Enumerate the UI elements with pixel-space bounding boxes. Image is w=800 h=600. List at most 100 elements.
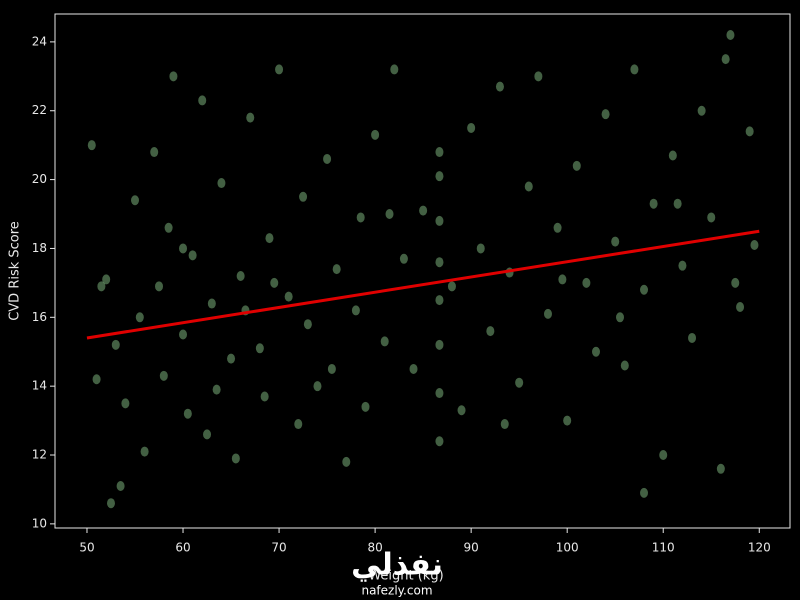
point (447, 281, 456, 292)
y-tick-label: 22 (32, 103, 47, 117)
x-tick-label: 120 (748, 541, 771, 555)
point (476, 243, 485, 254)
point (601, 109, 610, 120)
point (131, 195, 140, 206)
point (467, 122, 476, 133)
point (500, 419, 509, 430)
point (678, 260, 687, 271)
point (179, 329, 188, 340)
point (435, 147, 444, 158)
point (217, 178, 226, 189)
point (207, 298, 216, 309)
point (179, 243, 188, 254)
x-tick-label: 90 (464, 541, 479, 555)
point (419, 205, 428, 216)
point (342, 456, 351, 467)
point (611, 236, 620, 247)
point (284, 291, 293, 302)
point (111, 339, 120, 350)
point (435, 257, 444, 268)
point (582, 277, 591, 288)
point (92, 374, 101, 385)
point (169, 71, 178, 82)
point (435, 171, 444, 182)
y-tick-label: 18 (32, 241, 47, 255)
point (736, 301, 745, 312)
point (630, 64, 639, 75)
point (457, 405, 466, 416)
point (231, 453, 240, 464)
point (435, 339, 444, 350)
x-axis-label: Weight (kg) (368, 569, 443, 584)
point (731, 277, 740, 288)
y-tick-label: 20 (32, 172, 47, 186)
y-tick-label: 12 (32, 448, 47, 462)
point (390, 64, 399, 75)
plot-frame (54, 13, 791, 529)
point (668, 150, 677, 161)
point (371, 129, 380, 140)
point (750, 240, 759, 251)
watermark-logo: نفذلي (351, 548, 443, 583)
point (563, 415, 572, 426)
point (188, 250, 197, 261)
y-tick-label: 14 (32, 379, 47, 393)
point (399, 253, 408, 264)
point (299, 191, 308, 202)
point (707, 212, 716, 223)
point (332, 264, 341, 275)
point (616, 312, 625, 323)
point (87, 140, 96, 151)
point (543, 308, 552, 319)
point (435, 295, 444, 306)
point (255, 343, 264, 354)
point (159, 370, 168, 381)
point (524, 181, 533, 192)
y-tick-label: 16 (32, 310, 47, 324)
point (534, 71, 543, 82)
point (716, 463, 725, 474)
point (558, 274, 567, 285)
x-tick-label: 60 (175, 541, 190, 555)
point (303, 319, 312, 330)
point (183, 408, 192, 419)
y-tick-label: 10 (32, 516, 47, 530)
point (270, 277, 279, 288)
point (435, 388, 444, 399)
point (673, 198, 682, 209)
point (659, 450, 668, 461)
point (721, 54, 730, 65)
point (294, 419, 303, 430)
point (620, 360, 629, 371)
point (745, 126, 754, 137)
point (116, 480, 125, 491)
point (313, 381, 322, 392)
x-tick-label: 80 (367, 541, 382, 555)
point (135, 312, 144, 323)
point (591, 346, 600, 357)
point (572, 160, 581, 171)
point (140, 446, 149, 457)
point (164, 222, 173, 233)
point (435, 215, 444, 226)
point (275, 64, 284, 75)
point (155, 281, 164, 292)
point (121, 398, 130, 409)
point (697, 105, 706, 116)
point (246, 112, 255, 123)
point (323, 153, 332, 164)
point (356, 212, 365, 223)
point (640, 487, 649, 498)
point (495, 81, 504, 92)
point (361, 401, 370, 412)
point (385, 209, 394, 220)
point (198, 95, 207, 106)
point (102, 274, 111, 285)
point (203, 429, 212, 440)
point (553, 222, 562, 233)
point (260, 391, 269, 402)
point (236, 270, 245, 281)
point (265, 233, 274, 244)
point (640, 284, 649, 295)
